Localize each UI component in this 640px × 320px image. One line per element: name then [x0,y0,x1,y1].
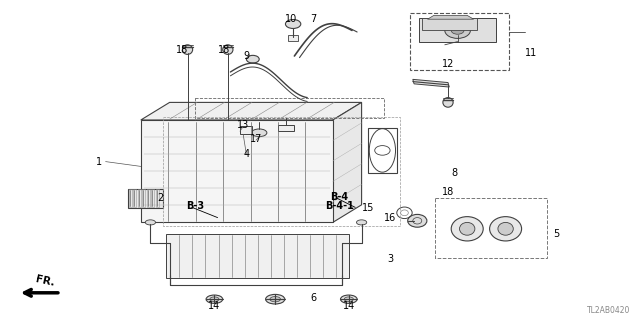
Ellipse shape [270,297,280,302]
Bar [368,128,397,173]
Ellipse shape [266,294,285,304]
Bar [278,125,294,131]
Ellipse shape [490,217,522,241]
Ellipse shape [182,45,193,54]
Text: B-4: B-4 [330,192,348,202]
Bar [195,98,384,118]
Text: 16: 16 [384,212,397,223]
Ellipse shape [443,98,453,107]
Ellipse shape [206,295,223,303]
Text: 14: 14 [208,300,221,311]
Bar [240,126,252,134]
Text: TL2AB0420: TL2AB0420 [587,306,630,315]
Bar [435,198,547,258]
Ellipse shape [246,55,259,63]
Bar [410,13,509,70]
Text: 3: 3 [387,254,394,264]
Polygon shape [413,79,449,87]
Bar [128,189,163,208]
Text: 4: 4 [243,148,250,159]
Text: FR.: FR. [35,274,55,288]
Bar [129,189,132,207]
Ellipse shape [498,222,513,235]
Bar [151,189,154,207]
Ellipse shape [445,22,470,38]
Ellipse shape [223,45,233,54]
Polygon shape [419,18,496,42]
Ellipse shape [267,295,284,303]
Polygon shape [141,102,362,120]
Bar [163,117,400,226]
Text: 11: 11 [525,48,538,58]
Text: 7: 7 [310,14,317,24]
Text: 12: 12 [442,59,454,69]
Text: B-3: B-3 [186,201,204,212]
Text: 5: 5 [554,228,560,239]
Bar [142,189,145,207]
Ellipse shape [356,220,367,225]
Text: 15: 15 [362,203,374,213]
Ellipse shape [252,129,267,137]
Ellipse shape [145,220,156,225]
Polygon shape [428,15,474,19]
Text: 6: 6 [310,292,317,303]
Ellipse shape [344,297,353,301]
Polygon shape [333,102,362,222]
Ellipse shape [340,295,357,303]
Bar [422,18,477,30]
Text: 8: 8 [451,168,458,178]
Text: 2: 2 [157,193,163,204]
Ellipse shape [451,27,464,34]
Ellipse shape [210,297,219,301]
Text: 17: 17 [250,134,262,144]
Text: 10: 10 [285,14,298,24]
Text: 18: 18 [176,44,189,55]
Text: 13: 13 [237,120,250,130]
Ellipse shape [460,222,475,235]
Ellipse shape [451,217,483,241]
Ellipse shape [408,214,427,227]
Text: 18: 18 [218,44,230,55]
Text: 9: 9 [243,51,250,61]
Bar [288,35,298,41]
Text: 1: 1 [96,156,102,167]
Polygon shape [141,120,333,222]
Bar [133,189,136,207]
Text: B-4-1: B-4-1 [324,201,354,212]
Ellipse shape [285,20,301,28]
Bar [147,189,150,207]
Text: 14: 14 [342,300,355,311]
Bar [156,189,159,207]
Text: 18: 18 [442,187,454,197]
Ellipse shape [271,297,280,301]
Bar [166,234,349,278]
Bar [138,189,141,207]
